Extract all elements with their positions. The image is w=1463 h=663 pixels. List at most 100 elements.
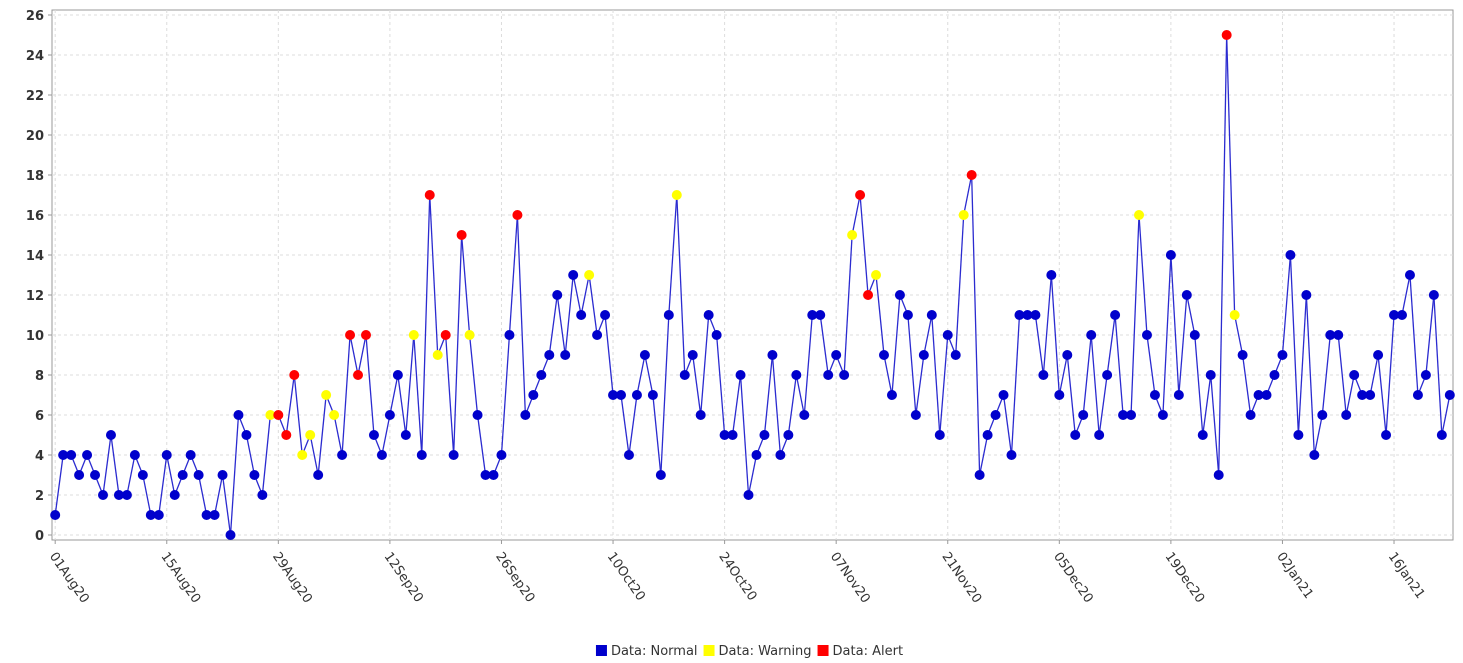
line-segment (1369, 354, 1379, 396)
data-point (631, 390, 642, 400)
data-point (703, 310, 714, 320)
data-point (321, 390, 332, 400)
y-tick-label: 24 (26, 49, 44, 64)
data-point (1261, 390, 1272, 400)
line-segment (1433, 294, 1443, 436)
data-point (1213, 470, 1224, 480)
data-point (647, 390, 658, 400)
data-point (337, 450, 348, 460)
data-point (1269, 370, 1280, 380)
data-point (608, 390, 619, 400)
data-point (1229, 310, 1240, 320)
line-segment (851, 194, 861, 236)
data-point (910, 410, 921, 420)
y-tick-label: 6 (35, 409, 44, 424)
line-segment (500, 334, 511, 456)
data-point (225, 530, 236, 540)
data-point (544, 350, 555, 360)
line-segment (763, 354, 774, 436)
line-segment (787, 374, 797, 436)
data-point (161, 450, 172, 460)
data-point (1014, 310, 1025, 320)
data-point (201, 510, 212, 520)
data-point (345, 330, 356, 340)
data-point (1110, 310, 1121, 320)
line-segment (221, 474, 232, 536)
data-point (783, 430, 794, 440)
data-point (536, 370, 547, 380)
line-segment (460, 234, 471, 336)
data-point (584, 270, 595, 280)
data-point (807, 310, 818, 320)
data-point (480, 470, 491, 480)
data-point (942, 330, 953, 340)
data-point (1197, 430, 1208, 440)
data-point (958, 210, 969, 220)
line-segment (731, 374, 742, 436)
line-segment (915, 354, 925, 416)
data-point (871, 270, 882, 280)
line-segment (1162, 254, 1172, 416)
line-layer (54, 34, 1451, 536)
data-point (98, 490, 109, 500)
data-point (1094, 430, 1105, 440)
y-tick-label: 20 (26, 129, 44, 144)
data-point (1086, 330, 1097, 340)
data-point (1301, 290, 1312, 300)
x-tick-label: 01Aug20 (46, 550, 92, 606)
x-tick-label: 12Sep20 (381, 550, 426, 606)
data-point (687, 350, 698, 360)
data-point (600, 310, 611, 320)
legend-item: Data: Normal (595, 644, 698, 659)
data-point (129, 450, 140, 460)
data-point (1317, 410, 1328, 420)
line-segment (1146, 334, 1156, 396)
line-segment (1377, 354, 1387, 436)
x-tick-label: 21Nov20 (938, 550, 984, 606)
y-tick-label: 26 (26, 9, 44, 24)
line-segment (572, 274, 582, 316)
data-point (504, 330, 515, 340)
line-segment (405, 334, 415, 436)
line-segment (1186, 294, 1196, 336)
data-point (1277, 350, 1288, 360)
line-segment (349, 334, 359, 376)
data-point (281, 430, 292, 440)
line-segment (1106, 314, 1116, 376)
data-point (464, 330, 475, 340)
line-segment (381, 414, 391, 456)
data-point (855, 190, 866, 200)
data-point (663, 310, 674, 320)
data-point (1070, 430, 1081, 440)
data-point (1309, 450, 1320, 460)
legend-label: Data: Normal (611, 644, 698, 659)
line-segment (1289, 254, 1300, 436)
data-point (185, 450, 196, 460)
data-point (1054, 390, 1065, 400)
data-point (448, 450, 459, 460)
data-point (886, 390, 897, 400)
x-tick-label: 19Dec20 (1162, 550, 1208, 606)
x-tick-label: 24Oct20 (715, 550, 759, 604)
data-point (1349, 370, 1360, 380)
data-point (695, 410, 706, 420)
data-point (432, 350, 443, 360)
line-segment (197, 474, 208, 516)
data-point (791, 370, 802, 380)
x-tick-label: 15Aug20 (157, 550, 203, 606)
data-point (1102, 370, 1113, 380)
line-segment (636, 354, 646, 396)
line-segment (1226, 34, 1236, 316)
data-point (592, 330, 603, 340)
line-segment (556, 294, 566, 356)
line-segment (628, 394, 638, 456)
line-segment (421, 194, 431, 456)
x-tick-label: 29Aug20 (269, 550, 315, 606)
line-segment (1441, 394, 1451, 436)
line-segment (413, 334, 423, 456)
data-point (353, 370, 364, 380)
line-segment (580, 274, 590, 316)
data-point (1189, 330, 1200, 340)
data-point (1373, 350, 1384, 360)
y-tick-label: 22 (26, 89, 44, 104)
